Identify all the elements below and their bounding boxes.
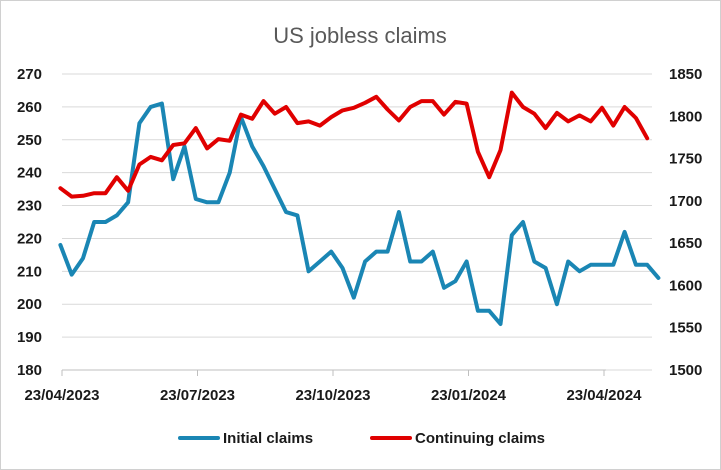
right-axis-tick-label: 1650 [669, 235, 702, 252]
right-axis-tick-label: 1800 [669, 108, 702, 125]
x-axis-tick-label: 23/01/2024 [431, 387, 507, 404]
left-axis-tick-label: 220 [17, 230, 42, 247]
right-axis-tick-label: 1750 [669, 151, 702, 168]
right-axis-tick-label: 1500 [669, 362, 702, 379]
left-axis-tick-label: 210 [17, 263, 42, 280]
right-axis-tick-label: 1600 [669, 277, 702, 294]
right-axis-tick-label: 1700 [669, 193, 702, 210]
left-axis-tick-label: 190 [17, 329, 42, 346]
right-axis-tick-label: 1850 [669, 66, 702, 83]
x-axis-tick-label: 23/04/2023 [24, 387, 99, 404]
x-axis-tick-label: 23/04/2024 [566, 387, 642, 404]
left-axis-tick-label: 180 [17, 362, 42, 379]
left-axis-labels: 180 190 200 210 220 230 240 250 260 270 [17, 66, 42, 379]
left-axis-tick-label: 200 [17, 296, 42, 313]
left-axis-tick-label: 250 [17, 132, 42, 149]
x-axis-tick-label: 23/10/2023 [295, 387, 370, 404]
left-axis-tick-label: 230 [17, 198, 42, 215]
series-line-initial-claims [58, 101, 661, 326]
x-axis-tick-label: 23/07/2023 [160, 387, 235, 404]
chart-title: US jobless claims [273, 23, 447, 48]
legend-label: Initial claims [223, 430, 313, 447]
left-axis-tick-label: 270 [17, 66, 42, 83]
legend-label: Continuing claims [415, 430, 545, 447]
series-lines [58, 90, 661, 326]
left-axis-tick-label: 260 [17, 99, 42, 116]
x-axis: 23/04/2023 23/07/2023 23/10/2023 23/01/2024… [24, 369, 642, 404]
right-axis-labels: 1500 1550 1600 1650 1700 1750 1800 1850 [669, 66, 702, 379]
legend: Initial claims Continuing claims [178, 430, 545, 447]
left-axis-tick-label: 240 [17, 165, 42, 182]
right-axis-tick-label: 1550 [669, 320, 702, 337]
series-line-continuing-claims [58, 90, 650, 199]
